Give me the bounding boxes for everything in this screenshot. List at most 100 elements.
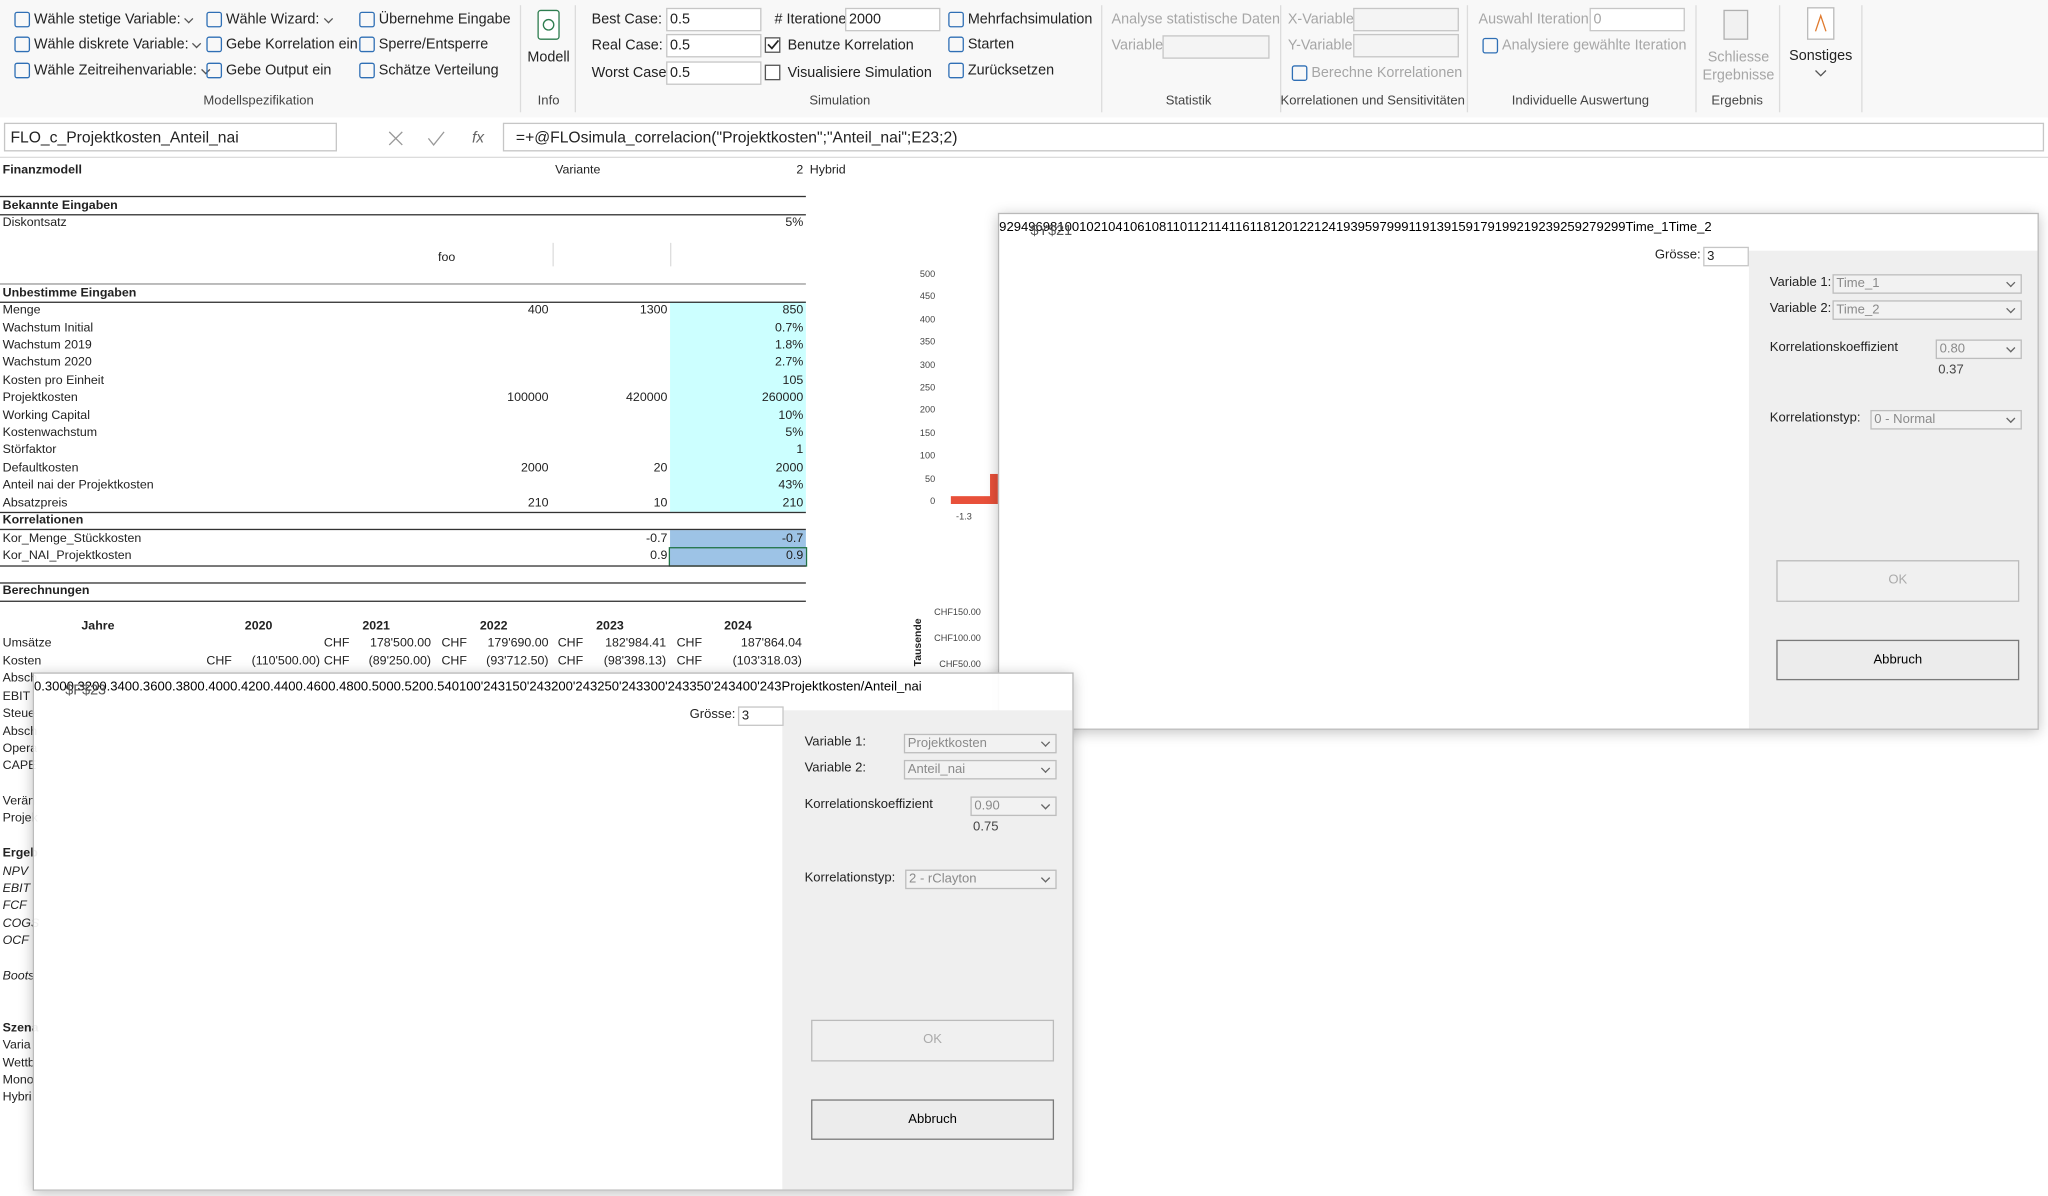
ok-button[interactable]: OK (811, 1019, 1055, 1062)
dropdown[interactable]: Anteil_nai (903, 759, 1057, 780)
dropdown (1353, 33, 1459, 58)
ribbon-item[interactable]: Variable (1111, 37, 1164, 54)
x-tick-label: 200'243 (551, 680, 598, 695)
spin-input[interactable]: 3 (737, 706, 784, 726)
row-label: EBIT (2, 881, 31, 896)
row-label: NPV (2, 864, 29, 879)
model-icon (537, 9, 560, 40)
label: Variable 2: (804, 761, 867, 776)
separator (1466, 5, 1469, 113)
ribbon-item[interactable]: Best Case: (591, 11, 662, 28)
border (0, 214, 806, 216)
y-tick-label: 114 (1207, 220, 1229, 236)
formula-icons (388, 131, 445, 146)
fx-icon: fx (471, 127, 485, 147)
ribbon-item[interactable]: Wähle Zeitreihenvariable: (14, 62, 197, 79)
name-box[interactable] (3, 122, 337, 152)
ribbon-item[interactable]: X-Variable (1287, 11, 1354, 28)
ribbon-item[interactable]: Gebe Korrelation ein (206, 36, 358, 53)
dropdown[interactable]: 0 - Normal (1870, 409, 2022, 430)
label: Korrelationstyp: (804, 870, 896, 886)
formula-box[interactable] (502, 122, 2045, 152)
y-tick-label: 120 (1270, 220, 1293, 236)
ribbon-input[interactable]: 0.5 (666, 33, 762, 58)
ribbon-item[interactable]: Mehrfachsimulation (948, 11, 1093, 28)
checkbox[interactable] (764, 64, 781, 81)
y-tick-label: 124 (1314, 220, 1336, 236)
separator (574, 5, 576, 113)
ribbon-item[interactable]: Wähle diskrete Variable: (14, 36, 189, 53)
cancel-button[interactable]: Abbruch (811, 1099, 1055, 1140)
y-tick-label: 106 (1122, 220, 1145, 236)
ribbon-item[interactable]: Übernehme Eingabe (359, 11, 511, 28)
ribbon-button[interactable]: Modell (527, 49, 570, 66)
group-label: Ergebnis (1711, 94, 1763, 109)
checkbox[interactable] (764, 37, 781, 53)
cell: (93'712.50) (486, 654, 549, 669)
dropdown[interactable]: Projektkosten (903, 733, 1057, 754)
legend-label: Time_2 (1668, 220, 1712, 236)
ribbon-input[interactable]: 0.5 (666, 61, 762, 85)
row-label: Kosten (2, 654, 42, 669)
ribbon-item[interactable]: Sperre/Entsperre (359, 36, 489, 53)
spin-input[interactable]: 0.90 (970, 796, 1057, 817)
ribbon-item[interactable]: Real Case: (591, 37, 663, 54)
row-label: Wachstum 2020 (2, 355, 92, 370)
ok-button[interactable]: OK (1776, 560, 2020, 602)
row-label: Diskontsatz (2, 215, 67, 230)
ribbon-item[interactable]: Zurücksetzen (948, 62, 1055, 79)
ribbon-item[interactable]: Visualisiere Simulation (787, 65, 932, 81)
dropdown[interactable]: Time_2 (1832, 300, 2022, 320)
y-tick-label: 104 (1100, 220, 1123, 236)
cell: 100000 (507, 390, 549, 405)
ribbon-item[interactable]: Wähle Wizard: (206, 11, 320, 28)
background-axis-label: -1.3 (956, 513, 972, 523)
ribbon-input[interactable]: 2000 (845, 7, 941, 32)
ribbon-input[interactable]: 0 (1589, 7, 1685, 32)
ribbon-item[interactable]: Gebe Output ein (206, 62, 332, 79)
cell: 2 (796, 163, 804, 178)
ribbon-item[interactable]: Berechne Korrelationen (1291, 65, 1463, 81)
cell: 179'690.00 (487, 635, 549, 651)
ribbon-button[interactable]: Schliesse Ergebnisse (1702, 49, 1775, 84)
ribbon-item[interactable]: Starten (947, 36, 1015, 53)
ribbon-item[interactable]: Schätze Verteilung (359, 62, 499, 79)
ribbon-item[interactable]: Analyse statistische Daten (1111, 11, 1281, 28)
row-label: Opera (2, 741, 38, 756)
dropdown[interactable]: 2 - rClayton (905, 869, 1057, 890)
ribbon-item[interactable]: Y-Variable (1287, 37, 1353, 54)
cancel-button[interactable]: Abbruch (1776, 639, 2020, 681)
row-label: Unbestimme Eingaben (2, 285, 137, 301)
dropdown[interactable]: Time_1 (1832, 274, 2022, 294)
y-tick-label: 0.340 (99, 680, 133, 695)
x-tick-label: 259 (1560, 220, 1582, 236)
row-label: FCF (2, 898, 27, 913)
model-icon (542, 18, 555, 31)
cell-border (552, 242, 554, 267)
ribbon-item[interactable]: Wähle stetige Variable: (14, 11, 181, 28)
cell: 10 (653, 496, 668, 511)
background-axis-label: 150 (919, 429, 936, 439)
ribbon-item[interactable]: Benutze Korrelation (787, 37, 914, 54)
ribbon-icons (537, 7, 1835, 81)
y-tick-label: 0.520 (393, 680, 427, 695)
spin-input[interactable]: 0.80 (1935, 339, 2022, 360)
ribbon-input[interactable]: 0.5 (666, 7, 762, 32)
separator (519, 5, 522, 113)
row-label: Bekannte Eingaben (2, 198, 118, 213)
ribbon-button[interactable]: Sonstiges (1789, 48, 1853, 64)
ribbon-item[interactable]: Analysiere gewählte Iteration (1482, 37, 1687, 54)
label: Korrelationskoeffizient (1769, 340, 1899, 356)
cell: foo (438, 250, 456, 266)
cell: 20 (653, 460, 668, 476)
ribbon-item[interactable]: Auswahl Iteration: (1478, 11, 1593, 28)
cell: Hybrid (809, 163, 846, 178)
row-label: Boots (2, 968, 35, 984)
x-tick-label: 300'243 (643, 680, 690, 695)
row-label: COGS (2, 916, 40, 931)
ribbon-item[interactable]: # Iterationen: (774, 11, 859, 28)
ribbon-item[interactable]: Worst Case: (591, 65, 671, 81)
label: Korrelationstyp: (1769, 411, 1861, 426)
spin-input[interactable]: 3 (1703, 246, 1749, 267)
